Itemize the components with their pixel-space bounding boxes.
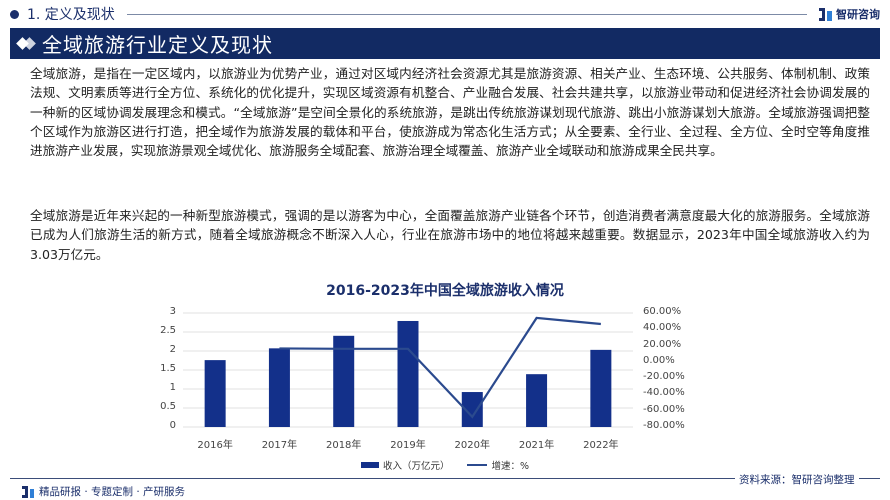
right-axis-tick: -40.00% [643, 387, 685, 399]
x-axis-tick: 2021年 [518, 440, 555, 451]
left-axis-tick: 2 [169, 344, 176, 355]
footer-tagline: 精品研报 · 专题定制 · 产研服务 [22, 484, 185, 499]
right-axis-tick: -60.00% [643, 403, 685, 415]
chart-title: 2016-2023年中国全域旅游收入情况 [326, 283, 564, 299]
x-axis-tick: 2016年 [197, 440, 233, 451]
revenue-bar [526, 374, 548, 427]
x-axis-tick: 2018年 [325, 440, 362, 451]
bullet-dot-icon [10, 9, 19, 19]
section-header: 1. 定义及现状 智研咨询 [10, 4, 880, 24]
source-note: 资料来源：智研咨询整理 [735, 472, 859, 487]
x-axis-tick: 2019年 [390, 440, 426, 451]
legend-label: 收入（万亿元） [382, 461, 450, 472]
left-axis-tick: 2.5 [160, 325, 176, 336]
x-axis-tick: 2020年 [454, 440, 490, 451]
left-axis-tick: 0 [169, 420, 176, 431]
left-axis-tick: 3 [169, 306, 176, 317]
line-swatch-icon [467, 464, 488, 466]
definition-paragraph: 全域旅游，是指在一定区域内，以旅游业为优势产业，通过对区域内经济社会资源尤其是旅… [30, 66, 870, 159]
growth-line [279, 316, 601, 419]
diamond-icon [16, 37, 36, 50]
title-banner: 全域旅游行业定义及现状 [10, 28, 880, 59]
chart-legend: 收入（万亿元） 增速：% [0, 458, 890, 472]
tagline-text: 精品研报 · 专题定制 · 产研服务 [39, 486, 186, 498]
footer-divider [10, 478, 880, 479]
left-axis-tick: 0.5 [160, 401, 176, 412]
right-axis-tick: 20.00% [643, 338, 682, 350]
right-axis-tick: 40.00% [643, 322, 682, 334]
revenue-bar [268, 348, 290, 427]
left-axis-tick: 1.5 [160, 363, 176, 374]
x-axis-tick: 2017年 [261, 440, 298, 451]
right-axis-tick: -20.00% [643, 371, 685, 383]
brand-name: 智研咨询 [836, 8, 880, 21]
legend-label: 增速：% [491, 461, 530, 472]
header-divider [126, 13, 807, 15]
revenue-bar [590, 349, 612, 427]
revenue-bar [204, 360, 226, 427]
brand-logo: 智研咨询 [819, 6, 880, 22]
revenue-bar [397, 320, 419, 427]
bar-swatch-icon [360, 462, 379, 468]
chart-plot-area [183, 312, 633, 428]
legend-item-growth: 增速：% [467, 458, 529, 472]
zhiyan-logo-icon [819, 7, 832, 21]
revenue-bar [333, 335, 355, 427]
status-paragraph: 全域旅游是近年来兴起的一种新型旅游模式，强调的是以游客为中心，全面覆盖旅游产业链… [30, 208, 870, 262]
right-axis-tick: -80.00% [643, 420, 685, 431]
section-label: 1. 定义及现状 [27, 7, 115, 23]
zhiyan-logo-icon [22, 485, 34, 498]
revenue-chart: 3 2.5 2 1.5 1 0.5 0 60.00% 40.00% 20.00% 0.00% -20… [150, 300, 750, 470]
right-axis-tick: 0.00% [643, 354, 675, 366]
right-axis-tick: 60.00% [643, 306, 682, 317]
revenue-bar [461, 392, 483, 427]
left-axis-tick: 1 [169, 382, 176, 393]
banner-title: 全域旅游行业定义及现状 [42, 33, 273, 57]
legend-item-revenue: 收入（万亿元） [360, 458, 450, 472]
x-axis-tick: 2022年 [583, 440, 619, 451]
